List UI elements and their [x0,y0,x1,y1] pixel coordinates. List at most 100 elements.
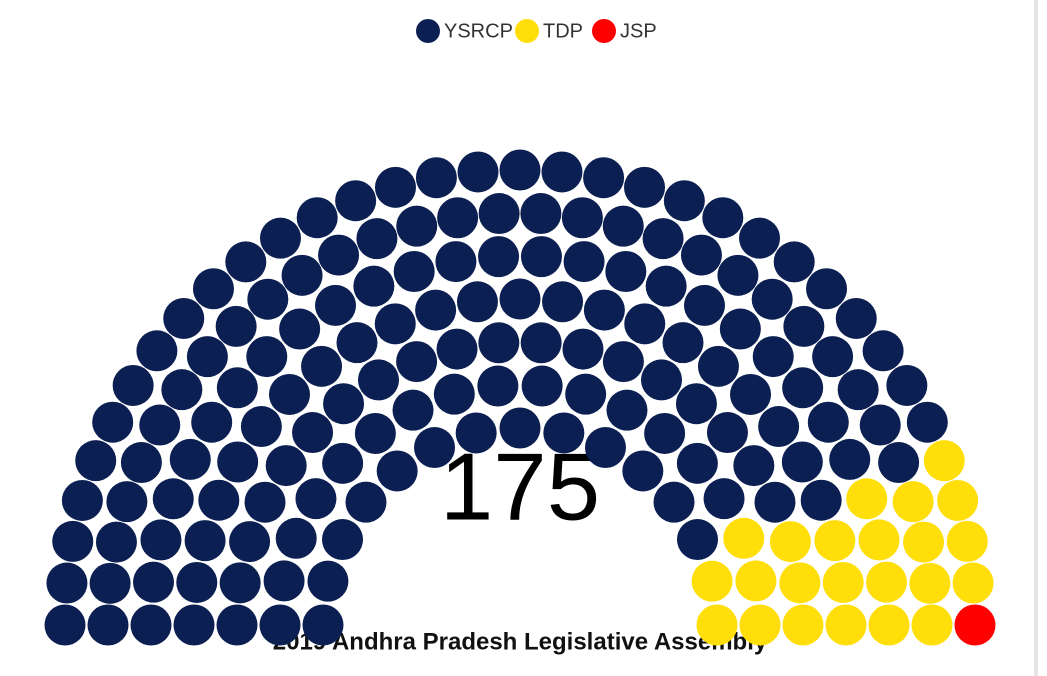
seat [307,560,349,602]
seat [225,241,267,283]
seat [952,562,994,604]
seat [499,149,541,191]
seat [169,438,211,480]
seat [263,560,305,602]
seat [52,520,94,562]
seat [680,234,722,276]
seat [562,328,604,370]
seat [583,157,625,199]
seat [87,604,129,646]
seat [779,562,821,604]
seat [358,359,399,401]
seat [296,197,338,239]
seat [822,561,864,603]
seat [374,303,416,345]
seat [829,438,871,480]
seat [782,367,824,409]
seat [335,180,377,222]
seat [520,193,562,235]
seat [173,604,215,646]
seat [782,604,824,646]
seat [653,481,695,523]
seat [583,289,625,331]
seat [735,560,777,602]
legend-swatch [515,19,539,43]
seat [240,406,282,448]
seat [754,481,796,523]
seat [259,604,301,646]
legend-label: JSP [620,20,657,42]
seat [644,412,686,454]
seat [186,336,228,378]
seat [858,519,900,561]
seat [415,289,457,331]
seat [415,157,457,199]
seat [219,562,261,604]
seat [814,520,856,562]
seat [437,197,479,239]
seat [184,520,226,562]
seat [374,166,416,208]
seat [392,389,434,431]
seat [602,205,644,247]
seat [846,478,888,520]
seat [433,373,475,415]
seat [265,445,307,487]
seat [783,305,825,347]
seat [336,322,378,364]
seat [662,322,704,364]
seat [152,478,194,520]
seat [322,519,364,561]
seat [946,520,988,562]
seat [733,445,775,487]
seat [806,268,848,310]
seat [703,478,745,520]
seat [937,479,979,521]
seat [702,197,744,239]
seat [825,604,867,646]
seat [719,308,761,350]
seat [807,401,849,443]
seat [106,481,148,523]
seat [292,412,334,454]
seat [478,193,520,235]
seat [478,322,520,364]
seat [909,562,951,604]
seat [198,479,240,521]
seat [691,560,733,602]
seat [602,341,644,383]
seat [642,218,684,260]
seat [120,442,162,484]
seat [95,521,137,563]
seat [140,519,182,561]
seat [191,401,233,443]
seat [543,412,585,454]
seat [279,308,321,350]
seat [696,604,738,646]
seat [75,440,117,482]
seat [730,373,772,415]
seat [624,166,666,208]
seat [565,373,607,415]
seat [139,404,181,446]
seat [676,442,718,484]
seat [322,442,364,484]
seat [866,561,908,603]
seat [723,517,765,559]
seat [44,604,86,646]
seat [246,336,288,378]
seat [259,217,301,259]
seat [354,412,396,454]
seat [163,297,205,339]
seat [835,297,877,339]
seat [641,359,682,401]
seat [499,278,541,320]
seat [275,517,317,559]
seat [892,481,934,523]
seat [769,521,811,563]
seat [435,241,477,283]
seat [393,251,435,293]
seat [605,251,647,293]
seat [396,205,438,247]
seat [89,562,131,604]
